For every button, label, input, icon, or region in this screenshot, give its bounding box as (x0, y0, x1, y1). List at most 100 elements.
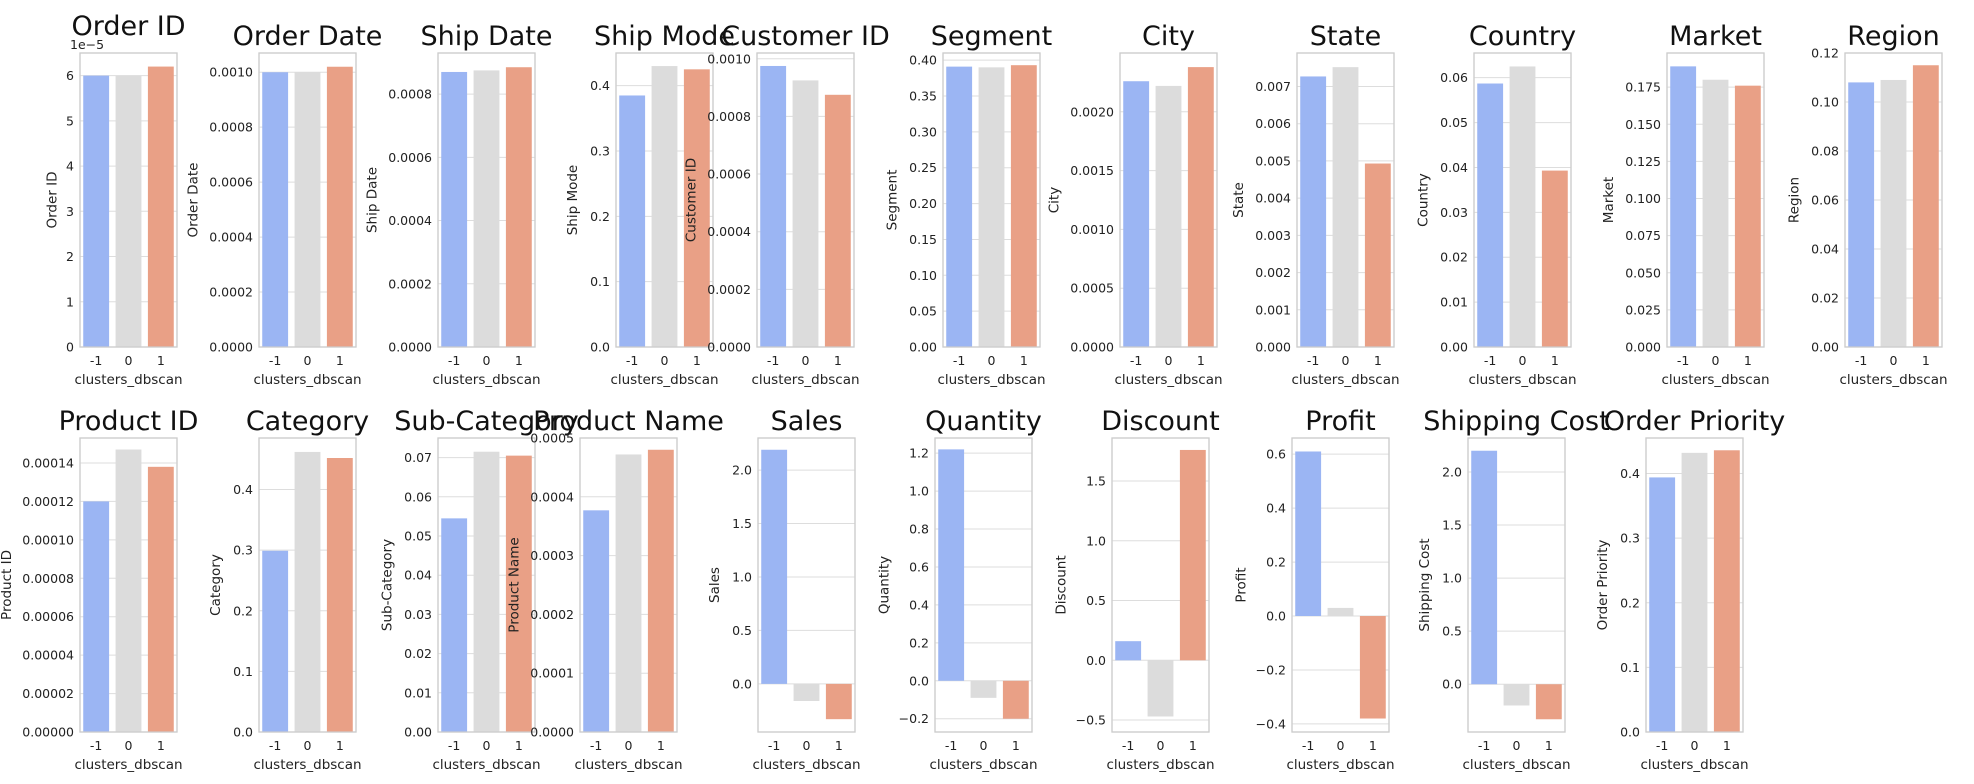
y-tick-label: 0.2 (909, 635, 929, 650)
y-tick-label: 0.3 (1620, 531, 1640, 546)
subplot-title: Product Name (533, 406, 724, 437)
axes-border (437, 52, 536, 348)
subplot: −0.5 0.0 0.5 1.0 1.5 -1 0 1 clusters_dbscan Disco… (1054, 406, 1220, 773)
y-tick-label: 0.4 (1620, 466, 1640, 481)
y-tick-label: 0.0010 (707, 51, 751, 66)
y-tick-label: 0.4 (1266, 501, 1286, 516)
subplot: 0.00 0.01 0.02 0.03 0.04 0.05 0.06 -1 0 1 clusters… (1416, 21, 1577, 388)
y-tick-label: 0.000 (1255, 340, 1291, 355)
x-tick-label: -1 (1478, 738, 1490, 753)
y-tick-label: 0.0008 (388, 87, 432, 102)
bar-cluster--1 (938, 449, 965, 681)
bar-cluster-0 (115, 449, 142, 732)
y-tick-label: 0.0015 (1070, 163, 1114, 178)
y-tick-label: 0.007 (1255, 79, 1291, 94)
subplot: 0.00000 0.00002 0.00004 0.00006 0.00008 0.000… (0, 406, 198, 773)
bar-cluster-1 (1010, 65, 1037, 347)
subplot-title: Order Priority (1604, 406, 1785, 437)
bar-cluster-1 (824, 94, 851, 347)
y-axis-label: Country (1416, 173, 1432, 227)
y-tick-label: 0.0002 (209, 285, 253, 300)
bar-cluster-0 (1880, 79, 1907, 347)
subplot-title: Sales (771, 406, 843, 437)
y-tick-label: 0.6 (909, 559, 929, 574)
x-tick-label: 0 (125, 738, 133, 753)
y-tick-label: 0.0006 (209, 175, 253, 190)
bar-cluster--1 (441, 71, 468, 347)
y-tick-label: 0.0000 (388, 340, 432, 355)
y-tick-label: 0.1 (590, 274, 610, 289)
y-tick-label: 0.0000 (530, 725, 574, 740)
y-tick-label: 0.06 (1811, 193, 1839, 208)
y-tick-label: 0.5 (732, 623, 752, 638)
bar-cluster-0 (1155, 85, 1182, 347)
y-tick-label: 0.10 (1811, 95, 1839, 110)
y-tick-label: 0.04 (1440, 160, 1468, 175)
y-tick-label: 0.150 (1625, 117, 1661, 132)
y-tick-label: 0.00 (404, 725, 432, 740)
y-axis-label: Product Name (506, 537, 522, 632)
bar-cluster-1 (1541, 170, 1568, 347)
x-tick-label: 1 (336, 738, 344, 753)
y-tick-label: −0.2 (899, 711, 929, 726)
axes-border (942, 52, 1041, 348)
bar-cluster-0 (294, 451, 321, 732)
bar-cluster--1 (1295, 451, 1322, 617)
x-tick-label: 0 (304, 738, 312, 753)
y-tick-label: 0.025 (1625, 302, 1661, 317)
subplot: 0.000 0.001 0.002 0.003 0.004 0.005 0.006 0.007… (1231, 21, 1400, 388)
subplot-title: Ship Mode (594, 21, 735, 52)
x-tick-label: -1 (768, 738, 780, 753)
y-tick-label: 0.0 (1086, 653, 1106, 668)
y-tick-label: −0.2 (1256, 662, 1286, 677)
x-tick-label: -1 (1677, 353, 1689, 368)
bar-cluster-1 (326, 66, 353, 348)
y-tick-label: 0.00008 (22, 571, 74, 586)
y-tick-label: 0.08 (1811, 144, 1839, 159)
axes-border (1119, 52, 1218, 348)
y-tick-label: 0.0002 (388, 276, 432, 291)
x-tick-label: 0 (1513, 738, 1521, 753)
x-tick-label: 0 (1165, 353, 1173, 368)
y-tick-label: −0.4 (1256, 716, 1286, 731)
y-tick-label: 0.3 (590, 144, 610, 159)
subplot-title: Quantity (925, 406, 1042, 437)
bar-cluster--1 (1123, 81, 1150, 347)
x-tick-label: 0 (1337, 738, 1345, 753)
x-axis-label: clusters_dbscan (1640, 757, 1748, 773)
x-tick-label: -1 (1130, 353, 1142, 368)
x-axis-label: clusters_dbscan (1462, 757, 1570, 773)
subplot-title: Category (246, 406, 369, 437)
y-axis-label: Region (1787, 177, 1803, 223)
y-tick-label: 0.2 (1266, 555, 1286, 570)
x-tick-label: -1 (767, 353, 779, 368)
axes-border (1467, 437, 1566, 733)
subplot: −0.4 −0.2 0.0 0.2 0.4 0.6 -1 0 1 clusters_dbscan P… (1234, 406, 1395, 773)
bar-cluster-0 (473, 70, 500, 348)
y-tick-label: 1.0 (1086, 533, 1106, 548)
y-axis-label: Market (1601, 177, 1617, 223)
bar-cluster-1 (1535, 684, 1562, 720)
x-tick-label: 0 (483, 353, 491, 368)
y-tick-label: 0.00014 (22, 455, 74, 470)
x-tick-label: 0 (980, 738, 988, 753)
x-tick-label: 1 (693, 353, 701, 368)
x-axis-label: clusters_dbscan (610, 372, 718, 388)
subplot-title: Customer ID (721, 21, 890, 52)
y-tick-label: 0.05 (404, 529, 432, 544)
bar-cluster--1 (946, 66, 973, 347)
subplot-title: State (1310, 21, 1381, 52)
y-tick-label: 0.4 (909, 597, 929, 612)
x-tick-label: -1 (448, 738, 460, 753)
y-tick-label: 0.0005 (1070, 281, 1114, 296)
x-axis-label: clusters_dbscan (937, 372, 1045, 388)
y-tick-label: 0 (66, 340, 74, 355)
x-axis-label: clusters_dbscan (74, 372, 182, 388)
x-axis-label: clusters_dbscan (751, 372, 859, 388)
y-tick-label: 0.0004 (388, 213, 432, 228)
y-tick-label: 0.0003 (530, 548, 574, 563)
y-tick-label: 0.02 (1811, 291, 1839, 306)
y-axis-label: Ship Date (364, 167, 380, 233)
y-tick-label: 2 (66, 249, 74, 264)
subplot-title: Shipping Cost (1423, 406, 1609, 437)
